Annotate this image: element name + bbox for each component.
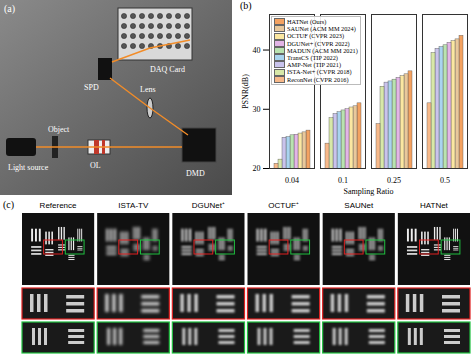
- svg-text:ISTA-TV: ISTA-TV: [118, 201, 149, 210]
- html-text:(b): (b): [240, 0, 252, 11]
- svg-text:0.25: 0.25: [387, 176, 401, 185]
- svg-text:(c): (c): [3, 199, 14, 211]
- svg-text:0.1: 0.1: [338, 176, 348, 185]
- html-text:DGUNet+ (CVPR 2022): DGUNet+ (CVPR 2022): [287, 39, 350, 47]
- svg-text:SAUNet: SAUNet: [344, 201, 374, 210]
- svg-text:20: 20: [253, 164, 261, 173]
- svg-text:0.04: 0.04: [285, 176, 299, 185]
- svg-text:PSNR(dB): PSNR(dB): [241, 74, 250, 109]
- svg-text:OL: OL: [90, 161, 101, 170]
- svg-text:DAQ Card: DAQ Card: [150, 65, 185, 74]
- html-text:AMP-Net (TIP 2021): AMP-Net (TIP 2021): [287, 61, 341, 69]
- svg-text:HATNet: HATNet: [420, 201, 449, 210]
- html-text:SAUNet (ACM MM 2024): SAUNet (ACM MM 2024): [287, 25, 356, 33]
- svg-text:Sampling Ratio: Sampling Ratio: [344, 187, 394, 196]
- svg-text:SPD: SPD: [84, 83, 99, 92]
- svg-text:OCTUF⁺: OCTUF⁺: [268, 201, 299, 210]
- svg-text:30: 30: [253, 105, 261, 114]
- html-text:ISTA-Net+ (CVPR 2018): ISTA-Net+ (CVPR 2018): [287, 68, 352, 76]
- html-text:HATNet (Ours): HATNet (Ours): [287, 18, 327, 25]
- html-text:MADUN (ACM MM 2021): MADUN (ACM MM 2021): [287, 46, 358, 54]
- svg-text:40: 40: [253, 46, 261, 55]
- svg-text:DGUNet⁺: DGUNet⁺: [192, 201, 225, 210]
- svg-text:Lens: Lens: [140, 85, 156, 94]
- html-text:OCTUF (CVPR 2023): OCTUF (CVPR 2023): [287, 32, 344, 40]
- html-text:ReconNet (CVPR 2016): ReconNet (CVPR 2016): [287, 75, 349, 83]
- svg-text:DMD: DMD: [186, 169, 205, 178]
- svg-text:0.5: 0.5: [440, 176, 450, 185]
- svg-text:(a): (a): [4, 3, 15, 15]
- svg-text:Light source: Light source: [8, 163, 49, 172]
- svg-text:Object: Object: [48, 125, 70, 134]
- html-text:TransCS (TIP 2022): TransCS (TIP 2022): [287, 54, 338, 61]
- svg-text:Reference: Reference: [40, 201, 77, 210]
